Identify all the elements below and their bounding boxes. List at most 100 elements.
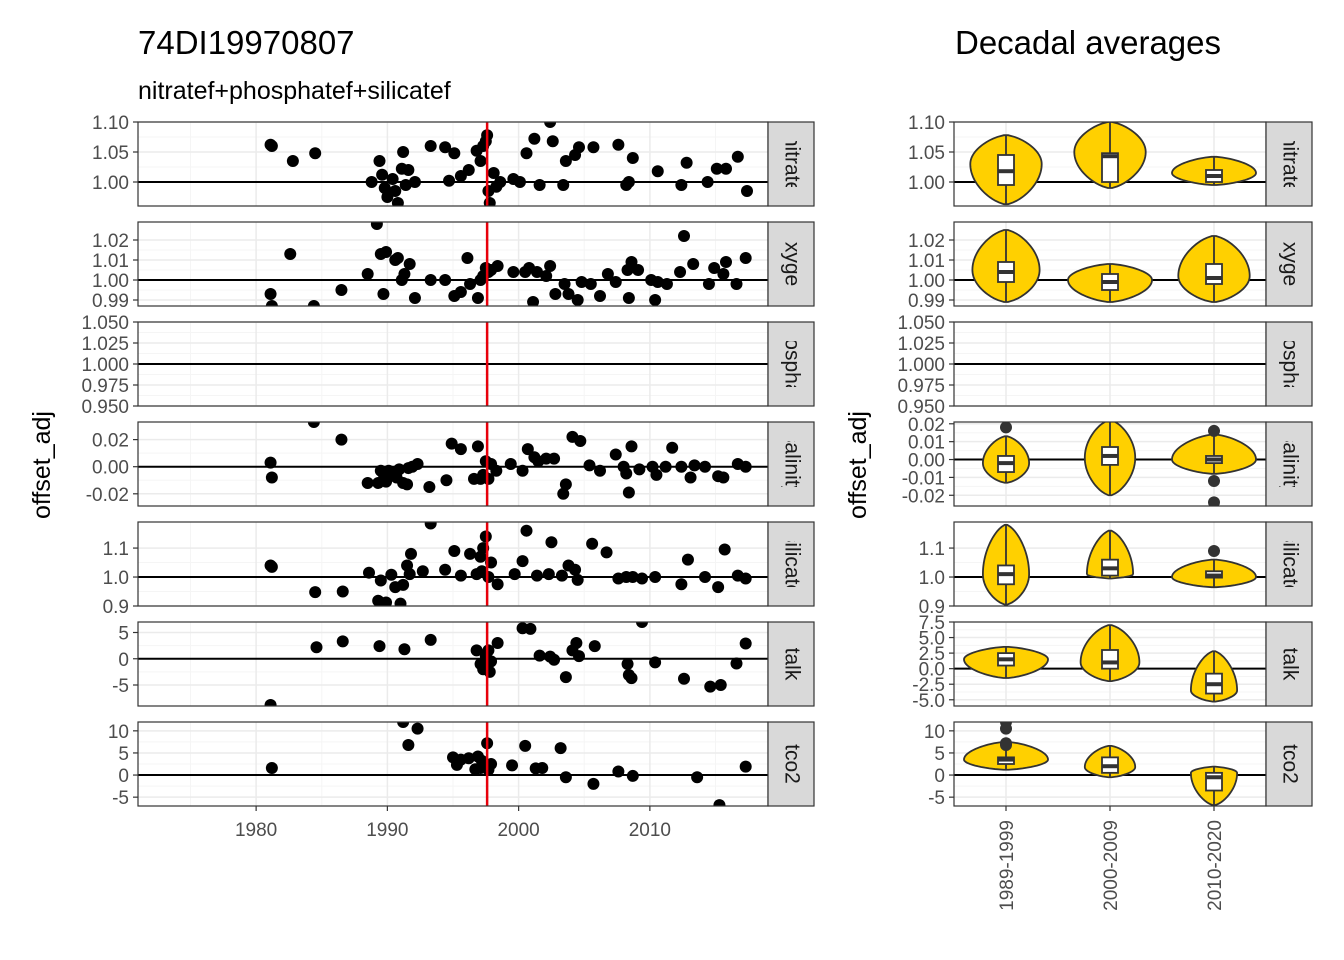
data-point (479, 530, 492, 543)
strip-background (767, 321, 815, 407)
data-point (374, 574, 387, 587)
data-point (594, 464, 606, 477)
data-point (361, 268, 374, 280)
data-point (659, 460, 672, 473)
y-tick-label: 0.9 (103, 597, 129, 618)
data-point (461, 252, 474, 264)
y-tick-label: 1.1 (919, 539, 945, 560)
data-point (549, 288, 562, 300)
y-tick-label: -5.0 (912, 691, 945, 712)
violins (963, 722, 1239, 806)
data-point (265, 300, 278, 306)
strip-label: nitrate (780, 135, 803, 193)
data-point (583, 459, 596, 472)
data-point (625, 440, 638, 453)
y-tick-label: 5 (118, 744, 129, 765)
data-point (739, 252, 752, 264)
chart-title: 74DI19970807 (138, 24, 355, 61)
violin-panel-oxygen: 1.021.011.000.99 oxygen (908, 221, 1313, 312)
data-point (482, 571, 495, 584)
data-point (380, 475, 393, 488)
strip-label: oxygen (1278, 230, 1301, 298)
y-tick-label: 1.000 (81, 355, 129, 376)
data-point (622, 292, 635, 304)
scatter-panels: 1.101.051.00 nitrate1.021.011.000.99oxyge… (81, 113, 815, 841)
strip-background (767, 421, 815, 507)
data-point (440, 474, 453, 487)
y-tick-label: 1.00 (908, 271, 945, 292)
strip-background (1265, 621, 1313, 707)
y-tick-label: 0.00 (908, 451, 945, 472)
data-point (391, 252, 404, 264)
y-tick-label: 1.02 (908, 231, 945, 252)
box-iqr (1101, 649, 1119, 670)
data-point (398, 268, 411, 280)
data-point (533, 649, 546, 662)
data-point (424, 522, 437, 530)
y-tick-label: 1.01 (908, 251, 945, 272)
x-tick-label: 1990 (366, 820, 408, 841)
data-point (335, 433, 348, 446)
data-point (448, 544, 461, 557)
box-outlier (1208, 424, 1220, 437)
y-tick-label: 7.5 (919, 613, 945, 634)
data-point (483, 197, 496, 206)
data-point (714, 679, 727, 691)
strip-label: talk (1278, 648, 1301, 681)
data-point (739, 572, 752, 585)
data-point (559, 478, 572, 491)
y-tick-label: 1.0 (919, 568, 945, 589)
data-point (612, 765, 625, 778)
data-point (704, 680, 717, 693)
data-point (307, 422, 320, 428)
data-point (471, 292, 484, 304)
data-point (507, 266, 520, 278)
data-point (405, 547, 417, 560)
data-point (370, 222, 383, 230)
data-point (542, 568, 555, 581)
data-point (491, 637, 504, 649)
data-point (416, 565, 429, 578)
data-point (265, 560, 278, 573)
strip-label: phosphate (780, 315, 803, 413)
data-point (424, 274, 437, 286)
data-point (494, 176, 507, 188)
data-point (531, 266, 543, 278)
data-point (265, 471, 278, 484)
data-point (508, 568, 521, 581)
data-point (571, 573, 584, 586)
strip-background (1265, 421, 1313, 507)
data-point (264, 698, 277, 706)
data-point (439, 141, 452, 154)
data-point (688, 459, 701, 472)
data-point (557, 179, 570, 191)
data-point (584, 278, 597, 290)
data-point (687, 258, 700, 270)
data-point (363, 566, 375, 579)
violin-panel-salinity: 0.020.010.00-0.01-0.02 salinity (902, 415, 1313, 507)
data-point (385, 568, 398, 581)
data-point (600, 546, 613, 559)
data-point (575, 276, 588, 288)
data-point (378, 182, 391, 194)
data-point (470, 644, 483, 657)
data-point (386, 173, 399, 185)
y-tick-label: -0.02 (902, 486, 945, 507)
strip-label: nitrate (1278, 135, 1301, 193)
data-point (307, 300, 320, 306)
data-point (730, 278, 743, 290)
data-point (533, 179, 546, 191)
data-point (411, 458, 424, 470)
scatter-points (264, 622, 752, 706)
data-point (675, 578, 688, 591)
data-point (491, 260, 504, 272)
y-tick-label: 0 (118, 650, 129, 671)
violin-panel-talk: 7.55.02.50.0-2.5-5.0 talk (912, 613, 1313, 712)
y-tick-label: -0.01 (902, 468, 945, 489)
data-point (464, 547, 477, 560)
data-point (310, 641, 323, 654)
data-point (678, 672, 690, 685)
data-point (335, 284, 348, 296)
